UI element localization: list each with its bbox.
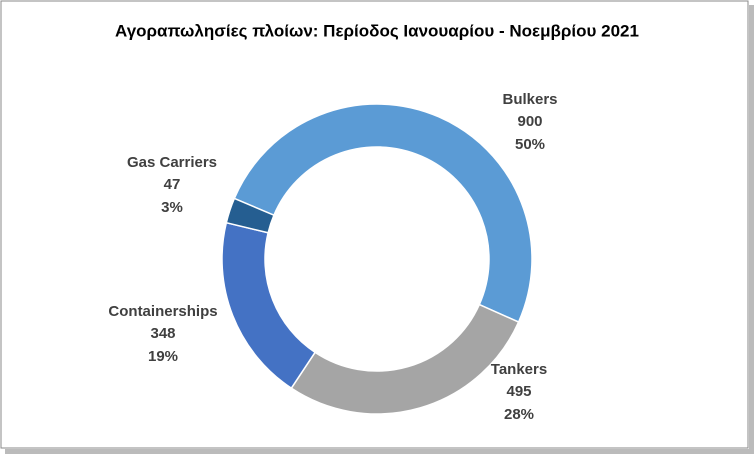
frame-shadow — [749, 5, 754, 453]
data-label-value: 47 — [164, 176, 181, 193]
doughnut-segment — [225, 197, 275, 234]
chart-title: Αγοραπωλησίες πλοίων: Περίοδος Ιανουαρίο… — [115, 21, 639, 40]
data-label-value: 348 — [150, 325, 175, 342]
data-label-value: 900 — [517, 113, 542, 130]
data-label-percent: 28% — [504, 406, 534, 423]
data-label-percent: 50% — [515, 136, 545, 153]
data-label-category: Tankers — [491, 361, 547, 378]
data-label-percent: 19% — [148, 348, 178, 365]
data-label-category: Gas Carriers — [127, 154, 217, 171]
data-label-value: 495 — [506, 383, 531, 400]
frame-shadow — [5, 449, 754, 454]
data-label-category: Containerships — [108, 303, 217, 320]
data-label-percent: 3% — [161, 199, 183, 216]
doughnut-segment — [233, 103, 533, 324]
data-label-category: Bulkers — [502, 91, 557, 108]
